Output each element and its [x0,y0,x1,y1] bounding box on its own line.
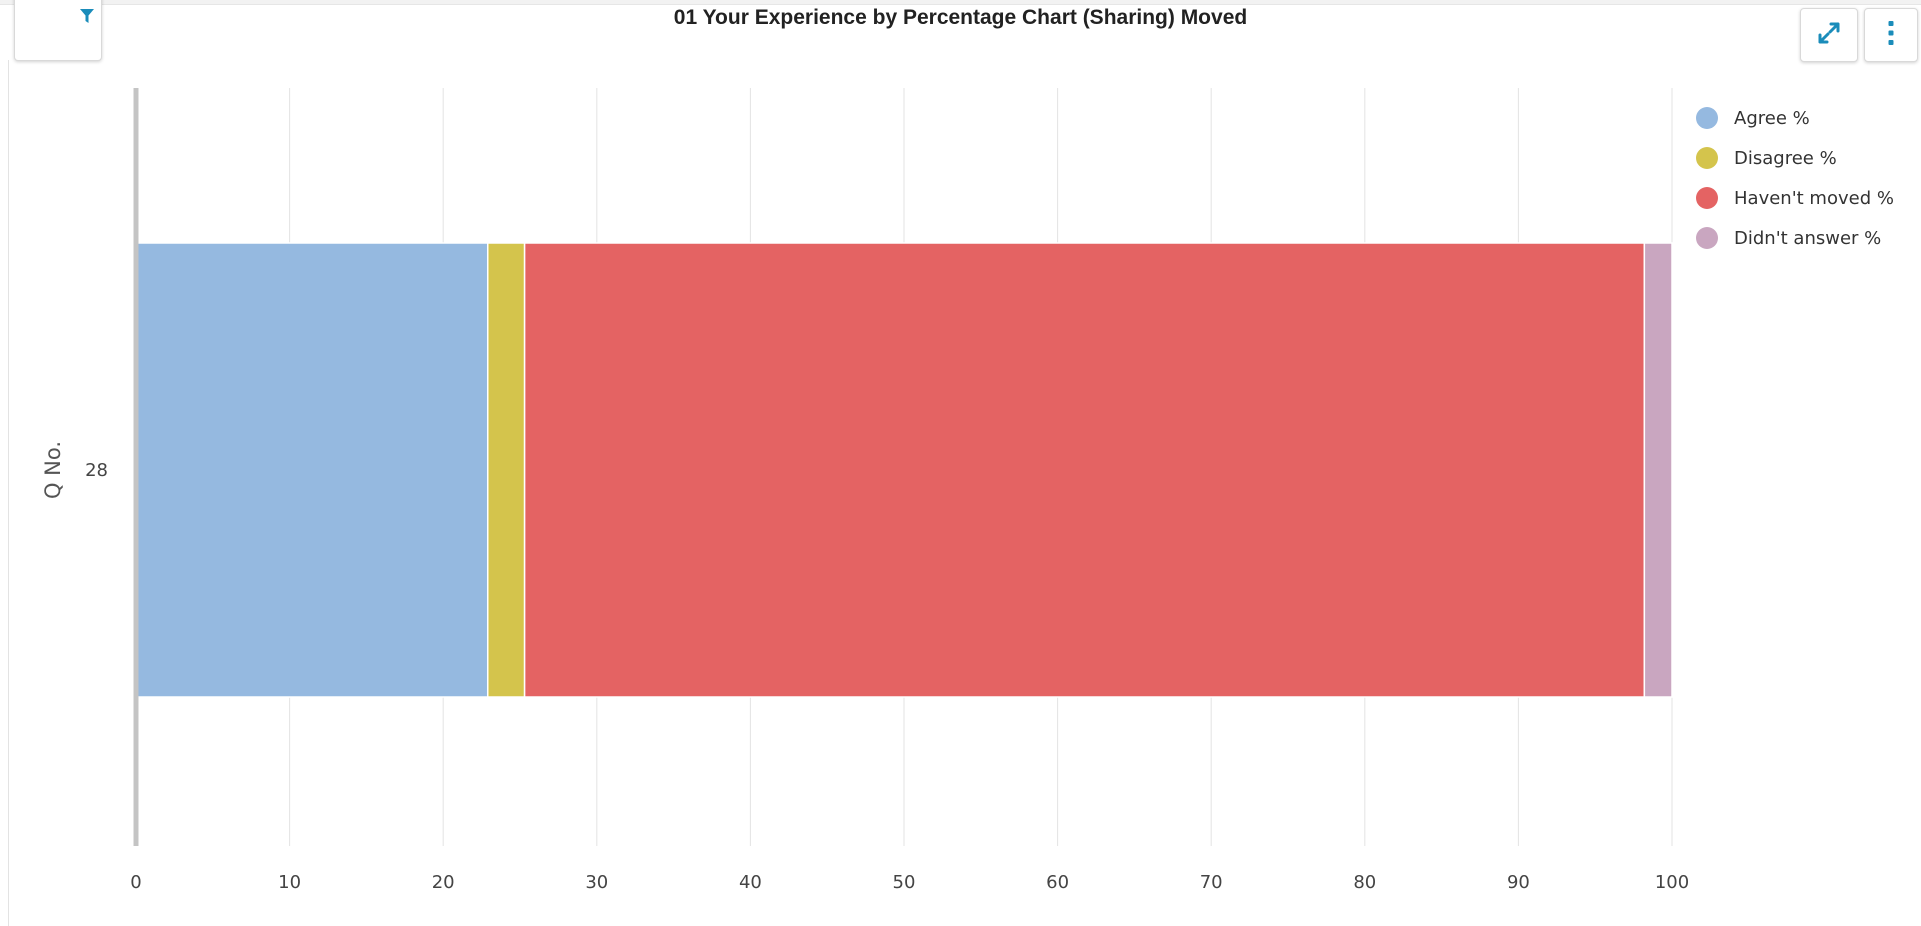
x-tick-label: 80 [1353,872,1376,893]
bar-segment[interactable] [523,242,1646,698]
y-category-label: 28 [85,460,108,481]
chart-title: 01 Your Experience by Percentage Chart (… [673,6,1248,29]
x-tick-label: 70 [1200,872,1223,893]
x-tick-label: 30 [585,872,608,893]
panel-top-border [0,0,1921,5]
bar-segment[interactable] [1643,242,1673,698]
x-tick-label: 90 [1507,872,1530,893]
legend-label: Haven't moved % [1734,187,1894,209]
legend-item[interactable]: Disagree % [1696,138,1894,178]
axes: 0 10 20 30 40 50 60 70 80 90 100 28 Q No. [41,88,1689,893]
x-tick-label: 40 [739,872,762,893]
legend-item[interactable]: Agree % [1696,98,1894,138]
expand-button[interactable] [1800,8,1858,62]
legend-label: Disagree % [1734,147,1837,169]
legend-swatch [1696,227,1718,249]
bar-segments [135,242,1673,698]
more-options-button[interactable] [1864,8,1918,62]
legend-item[interactable]: Didn't answer % [1696,218,1894,258]
bar-segment[interactable] [486,242,526,698]
legend-label: Agree % [1734,107,1810,129]
filter-button[interactable] [14,0,102,61]
legend-label: Didn't answer % [1734,227,1882,249]
x-tick-label: 60 [1046,872,1069,893]
x-tick-label: 20 [432,872,455,893]
kebab-menu-icon [1886,18,1896,53]
chart-legend: Agree % Disagree % Haven't moved % Didn't a… [1696,98,1894,258]
y-axis-title: Q No. [41,441,65,499]
legend-swatch [1696,187,1718,209]
expand-icon [1814,18,1844,53]
legend-swatch [1696,107,1718,129]
legend-item[interactable]: Haven't moved % [1696,178,1894,218]
filter-icon [79,8,95,29]
legend-swatch [1696,147,1718,169]
x-tick-label: 10 [278,872,301,893]
x-tick-label: 50 [893,872,916,893]
x-tick-label: 100 [1655,872,1689,893]
x-tick-label: 0 [130,872,141,893]
panel-left-border [8,60,9,926]
bar-segment[interactable] [135,242,489,698]
